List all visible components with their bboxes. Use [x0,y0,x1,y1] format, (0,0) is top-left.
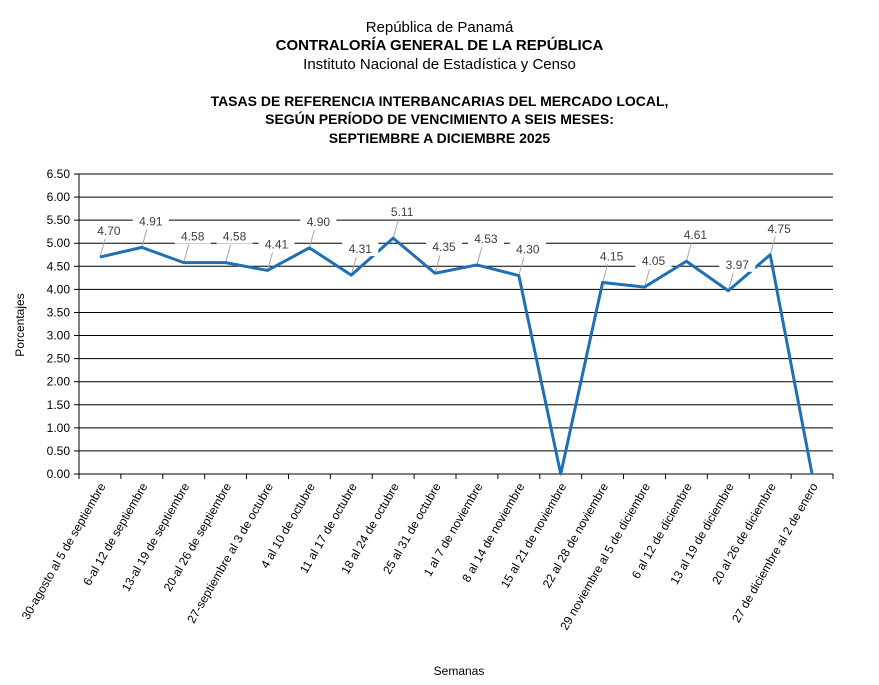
data-label-bg [635,254,672,269]
data-label: 4.58 [181,230,205,244]
data-label: 4.15 [600,249,624,263]
data-label-leader [183,244,190,263]
data-label-leader [685,243,692,262]
data-label: 4.90 [307,215,331,229]
series-line [99,236,814,476]
y-tick-label: 4.00 [47,282,71,296]
data-label-bg [132,214,169,229]
data-label: 4.30 [516,243,540,257]
data-label: 4.53 [474,232,498,246]
data-label-bg [258,237,295,252]
data-label: 4.91 [139,214,163,228]
x-tick-label: 30-agosto al 5 de septiembre [19,480,109,622]
data-label-bg [593,249,630,264]
data-label-bg [90,224,127,239]
header-country: República de Panamá [365,19,514,36]
data-label-leader [141,229,148,248]
x-axis-label: Semanas [434,664,485,678]
data-label: 3.97 [726,258,750,272]
data-label-leader [350,256,357,276]
chart-title-line-1: TASAS DE REFERENCIA INTERBANCARIAS DEL M… [210,93,669,109]
data-label: 4.41 [265,237,289,251]
data-label-leader [434,255,441,274]
data-label: 4.70 [97,224,121,238]
data-label-leader [476,246,483,266]
data-label-leader [308,229,315,248]
gridlines [74,173,833,475]
data-label-leaders [99,220,776,291]
data-label-leader [267,252,273,271]
data-label-leader [727,272,734,291]
data-label-bg [677,228,714,243]
y-tick-label: 3.00 [47,329,71,343]
data-label-bg [300,214,337,229]
y-tick-label: 3.50 [47,305,71,319]
data-label-bg [216,229,253,244]
header-agency: Instituto Nacional de Estadística y Cens… [303,56,576,73]
data-label: 5.11 [391,205,414,219]
data-label-leader [769,236,776,255]
data-label-bg [509,242,546,257]
y-tick-label: 4.50 [47,259,71,273]
y-tick-label: 1.00 [47,421,71,435]
y-tick-label: 5.00 [47,236,71,250]
data-label-leader [99,238,106,258]
data-label-bg [174,229,211,244]
data-label-leader [644,268,650,288]
data-label-leader [225,244,232,263]
data-label-leader [518,257,525,276]
data-label: 4.61 [684,228,708,242]
data-labels: 4.70 4.91 4.58 4.58 4.41 4.90 4.31 5.11 4.35 4.53… [90,205,798,272]
data-label: 4.58 [223,230,247,244]
y-tick-label: 0.50 [47,444,71,458]
data-label-leader [392,220,399,239]
y-axis-label: Porcentajes [13,293,27,356]
y-tick-label: 6.00 [47,190,71,204]
data-label-bg [761,221,798,236]
x-tick-label: 27 de diciembre al 2 de enero [729,480,821,625]
y-tick-label: 2.00 [47,375,71,389]
y-tick-label: 6.50 [47,167,71,181]
data-label-bg [467,231,504,246]
data-label-bg [342,242,379,257]
chart-title-line-3: SEPTIEMBRE A DICIEMBRE 2025 [328,130,551,146]
data-label: 4.05 [642,254,666,268]
data-label: 4.75 [767,222,791,236]
header-institution: CONTRALORÍA GENERAL DE LA REPÚBLICA [275,37,604,54]
data-label-leader [602,264,609,283]
data-label-bg [426,240,463,255]
chart-title-line-2: SEGÚN PERÍODO DE VENCIMIENTO A SEIS MESE… [265,111,614,127]
data-label-bg [719,257,756,272]
y-axis-ticks: 0.00 0.50 1.00 1.50 2.00 2.50 3.00 3.50 4.00 4.50… [47,167,71,481]
x-tick-label: 27-septiembre al 3 de octubre [184,480,276,625]
y-tick-label: 2.50 [47,352,71,366]
data-label-bg [384,205,421,220]
y-tick-label: 1.50 [47,398,71,412]
y-tick-label: 5.50 [47,213,71,227]
data-label: 4.31 [349,242,373,256]
y-tick-label: 0.00 [47,467,71,481]
data-label: 4.35 [432,240,456,254]
